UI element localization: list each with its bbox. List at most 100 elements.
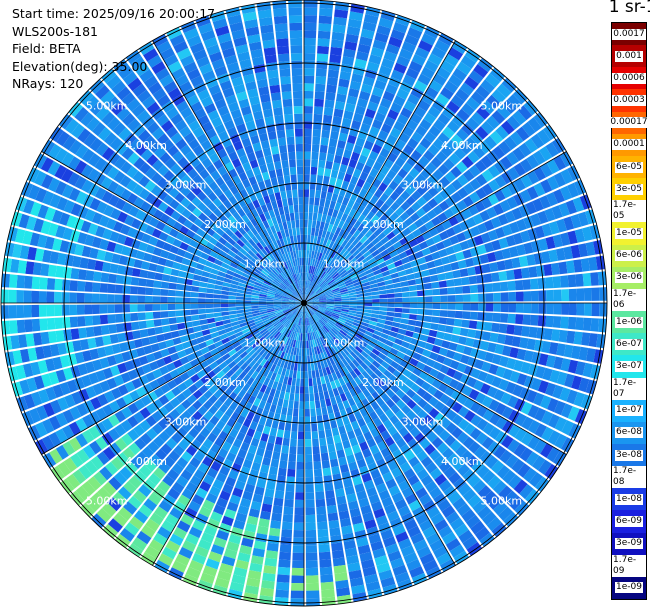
ray-gate-cell [89,348,100,360]
ray-gate-cell [256,1,271,12]
ray-gate-cell [398,505,411,517]
ray-gate-cell [290,284,296,291]
ray-gate-cell [431,316,440,324]
ray-gate-cell [188,138,200,150]
ray-gate-cell [259,309,267,313]
ray-gate-cell [386,307,395,312]
ray-gate-cell [40,157,54,173]
ray-gate-cell [48,415,61,431]
ray-gate-cell [213,308,222,313]
ray-gate-cell [351,444,361,454]
ray-gate-cell [296,332,300,341]
ray-gate-cell [258,298,267,301]
ray-gate-cell [391,431,402,443]
ray-gate-cell [438,460,451,473]
ray-gate-cell [289,300,297,302]
ray-gate-cell [253,354,262,362]
ray-gate-cell [208,405,219,415]
ray-gate-cell [276,358,283,367]
ray-gate-cell [338,331,346,339]
ray-gate-cell [428,396,439,407]
ray-gate-cell [159,365,169,376]
ray-gate-cell [330,130,339,140]
ray-gate-cell [98,215,110,227]
ray-gate-cell [309,291,315,298]
ray-gate-cell [132,83,147,97]
ray-gate-cell [134,62,150,77]
ray-gate-cell [386,169,397,180]
ray-gate-cell [393,22,408,34]
ray-gate-cell [410,532,425,545]
ray-gate-cell [154,326,164,335]
ray-gate-cell [218,447,229,459]
ray-gate-cell [356,98,369,108]
ray-gate-cell [228,334,237,341]
ray-gate-cell [473,380,484,392]
ray-gate-cell [131,218,142,230]
ray-gate-cell [344,390,353,400]
ray-gate-cell [325,310,333,314]
ray-gate-cell [217,32,232,44]
ray-gate-cell [297,174,304,182]
ray-gate-cell [342,196,350,206]
ray-gate-cell [129,390,140,402]
ray-gate-cell [343,48,356,59]
ray-gate-cell [593,349,604,364]
ray-gate-cell [308,290,313,297]
ray-gate-cell [370,46,385,58]
ray-gate-cell [498,379,510,391]
ray-gate-cell [121,112,136,127]
ray-gate-cell [305,439,312,447]
ray-gate-cell [264,386,272,395]
colorbar-swatch: 0.0001 [612,133,646,156]
ray-gate-cell [338,360,346,369]
ray-gate-cell [568,303,577,316]
ray-gate-cell [70,328,80,340]
ray-gate-cell [209,222,219,232]
ray-gate-cell [285,337,291,346]
ray-gate-cell [406,363,416,373]
ray-gate-cell [138,504,153,518]
ray-gate-cell [549,369,561,384]
ray-gate-cell [291,323,296,332]
ray-gate-cell [513,268,523,280]
ray-gate-cell [123,275,132,285]
ray-gate-cell [138,129,151,143]
ray-gate-cell [168,567,184,580]
ray-gate-cell [328,61,341,71]
ray-gate-cell [447,453,460,466]
ray-gate-cell [365,404,375,414]
ray-gate-cell [237,51,251,62]
ray-gate-cell [218,193,228,203]
ray-gate-cell [264,449,273,459]
ray-gate-cell [550,262,560,275]
ray-gate-cell [285,252,290,261]
ray-gate-cell [247,395,256,405]
ray-gate-cell [346,254,355,263]
ray-gate-cell [272,396,279,406]
ray-gate-cell [317,529,329,538]
ray-gate-cell [333,108,344,118]
colorbar-tick-label: 3e-08 [615,449,643,461]
ray-gate-cell [108,476,122,491]
ray-gate-cell [113,170,126,184]
ray-gate-cell [321,316,329,322]
ray-gate-cell [41,418,55,434]
ray-gate-cell [263,342,271,351]
ray-gate-cell [264,488,275,498]
ray-gate-cell [329,527,341,537]
ray-gate-cell [151,197,163,209]
ray-gate-cell [232,175,242,185]
ray-gate-cell [176,277,186,284]
ray-gate-cell [101,418,114,431]
ray-gate-cell [359,340,368,348]
ray-gate-cell [387,303,395,308]
ray-gate-cell [181,421,193,433]
ray-gate-cell [269,427,278,437]
ray-gate-cell [270,177,278,186]
ray-gate-cell [385,316,394,322]
ray-gate-cell [485,455,499,469]
ray-gate-cell [92,122,106,137]
ray-gate-cell [181,257,191,266]
ray-gate-cell [74,175,87,190]
